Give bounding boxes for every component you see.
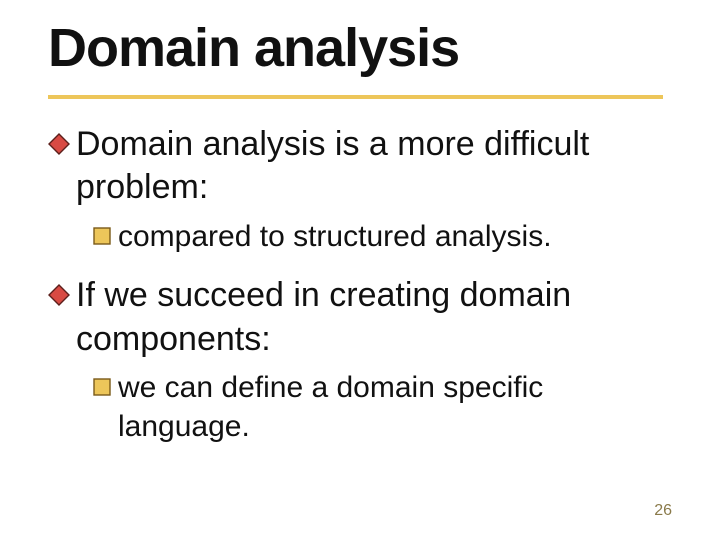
sub-bullet-text: compared to structured analysis. — [118, 218, 552, 256]
sub-bullet-text: we can define a domain specific language… — [118, 369, 672, 446]
slide: Domain analysis Domain analysis is a mor… — [0, 0, 720, 540]
page-number: 26 — [654, 502, 672, 520]
title-underline — [48, 95, 663, 99]
bullet-point: If we succeed in creating domain compone… — [48, 274, 672, 361]
sub-bullet-point: we can define a domain specific language… — [92, 369, 672, 446]
square-icon — [92, 226, 112, 246]
diamond-icon — [48, 284, 70, 306]
sub-bullet-point: compared to structured analysis. — [92, 218, 672, 256]
bullet-text: If we succeed in creating domain compone… — [76, 274, 672, 361]
bullet-point: Domain analysis is a more difficult prob… — [48, 123, 672, 210]
slide-title: Domain analysis — [48, 20, 672, 77]
bullet-text: Domain analysis is a more difficult prob… — [76, 123, 672, 210]
diamond-icon — [48, 133, 70, 155]
square-icon — [92, 377, 112, 397]
